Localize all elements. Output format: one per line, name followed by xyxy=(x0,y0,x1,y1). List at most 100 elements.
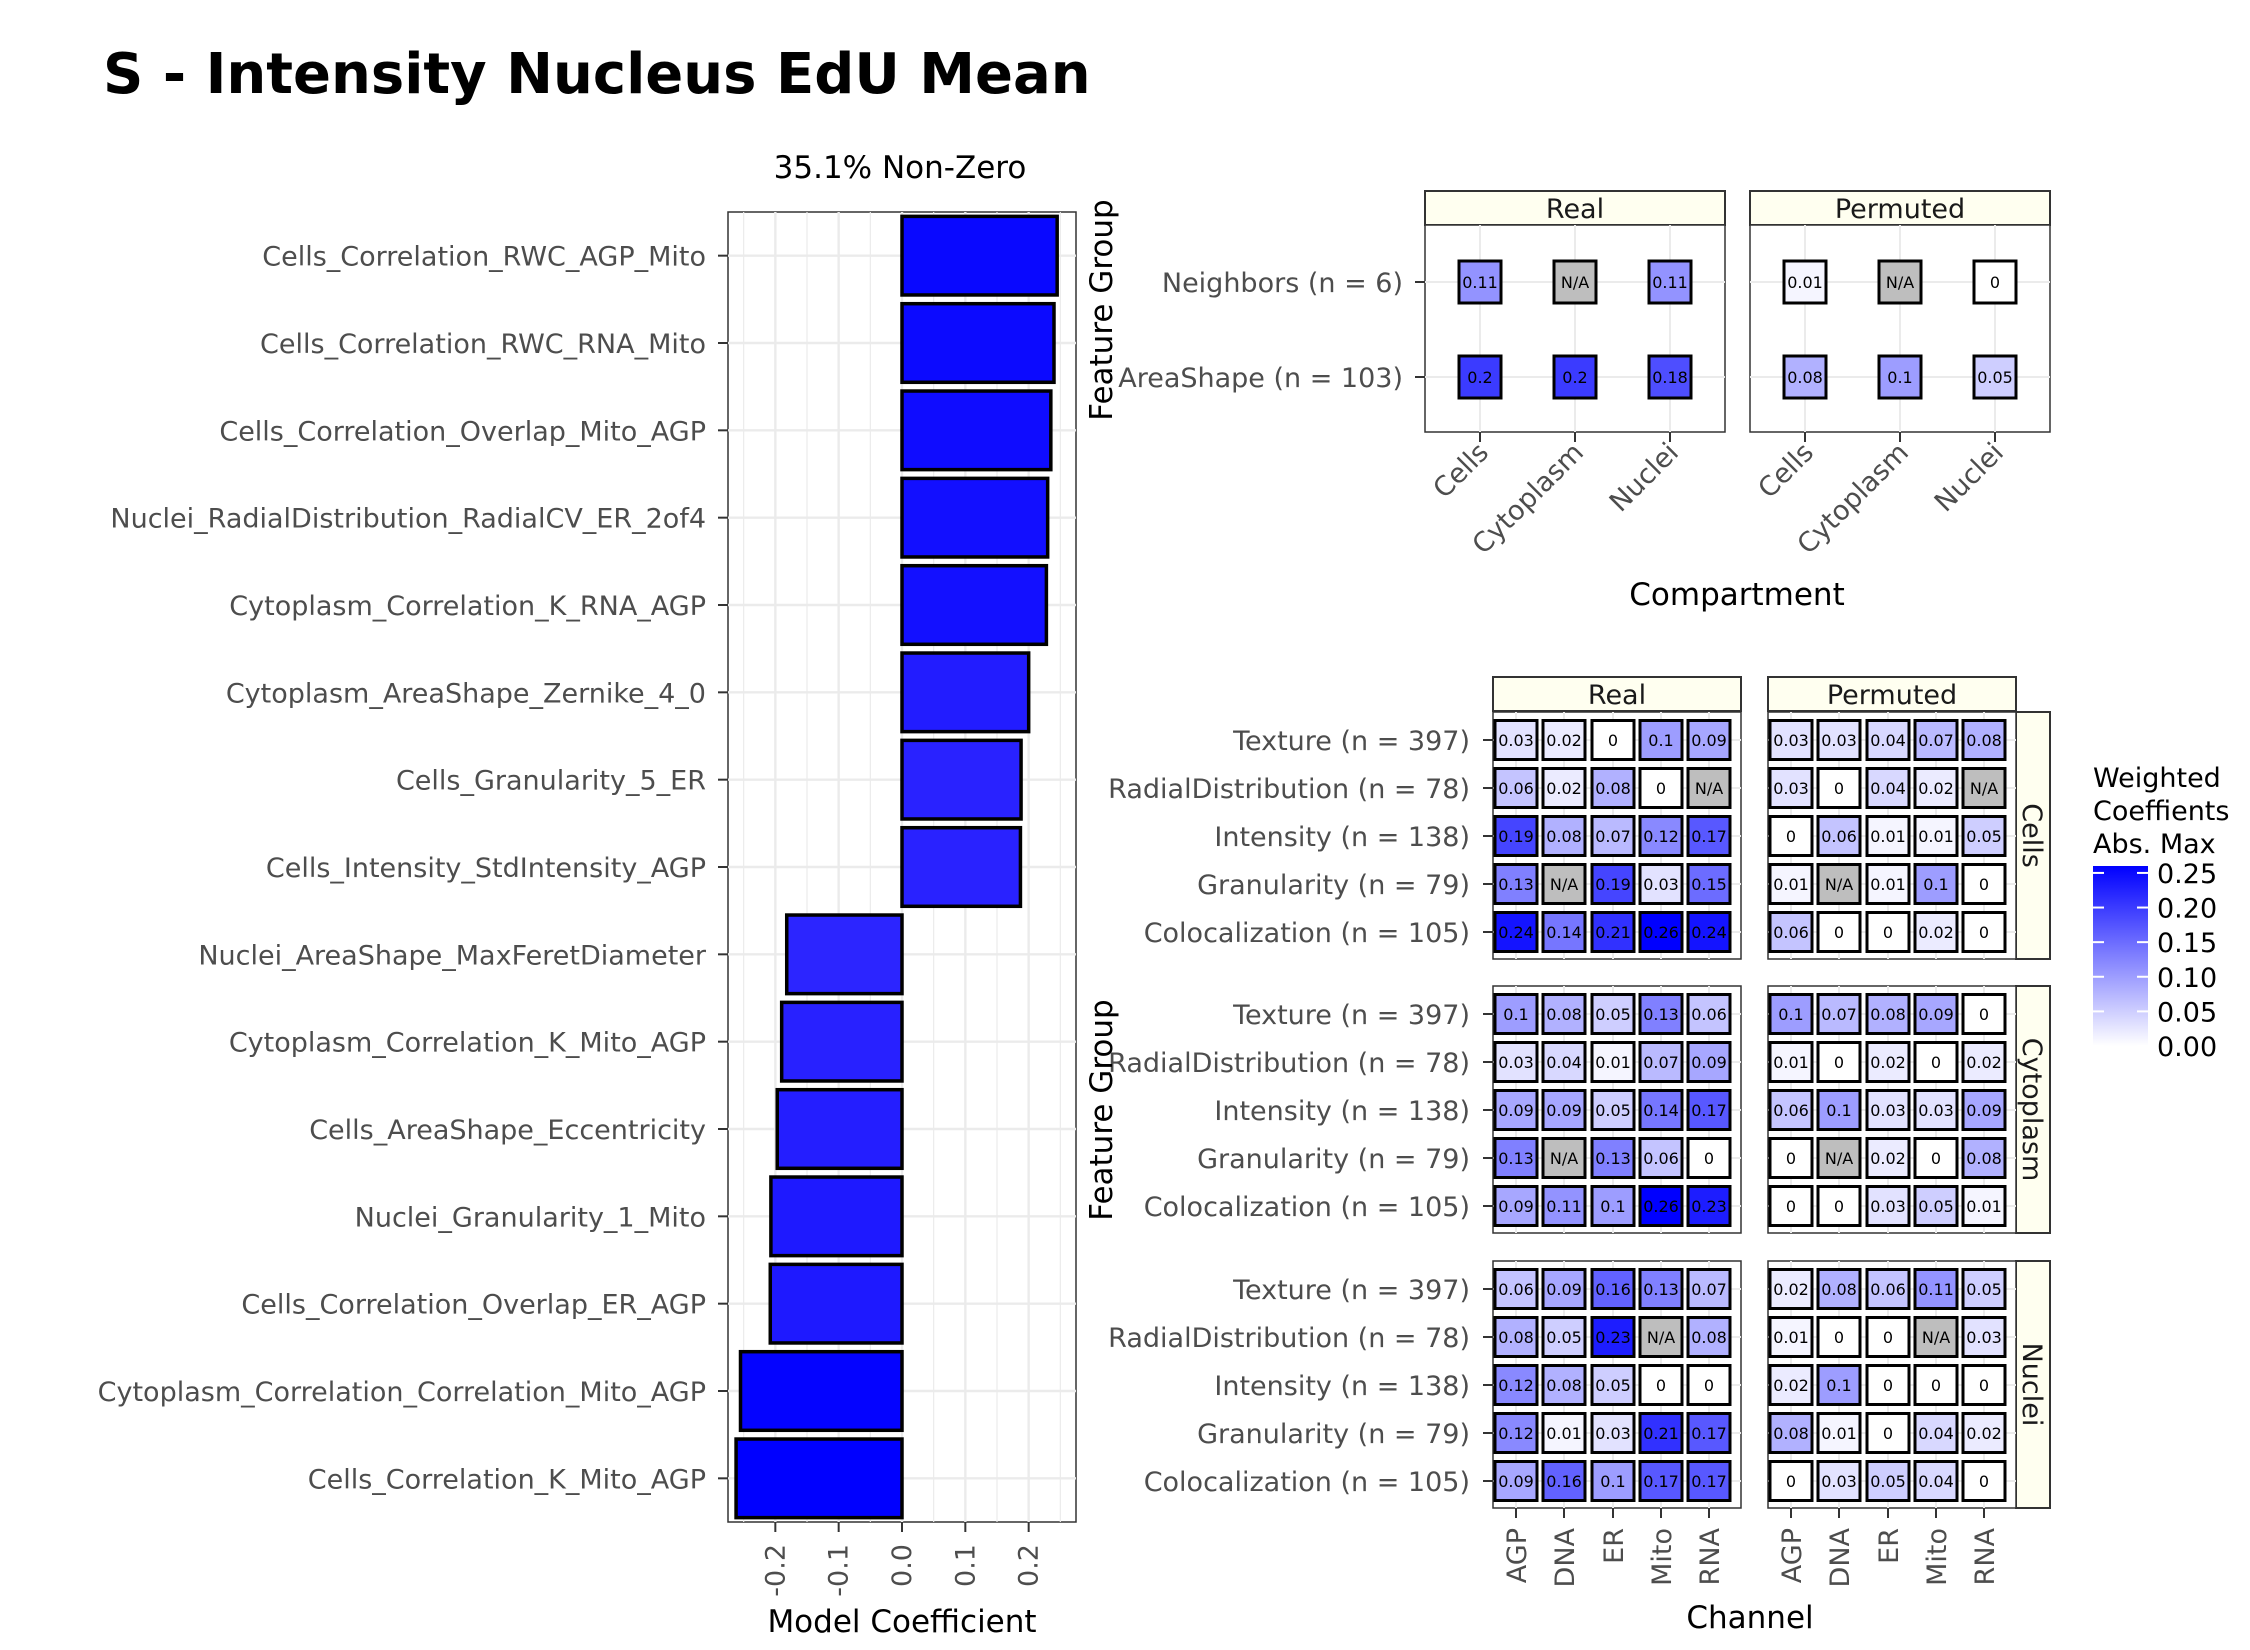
heatmap-cell-label: 0.02 xyxy=(1870,1053,1906,1072)
facet-strip xyxy=(1492,676,1742,712)
heatmap-cell-label: 0.09 xyxy=(1966,1101,2002,1120)
heatmap-cell xyxy=(1541,1364,1587,1406)
heatmap-cell-label: 0.08 xyxy=(1787,368,1823,387)
heatmap-cell-label: 0.03 xyxy=(1966,1328,2002,1347)
y-tick-label: RadialDistribution (n = 78) xyxy=(1108,1323,1470,1354)
heatmap-cell xyxy=(1638,767,1684,809)
heatmap-cell xyxy=(1768,1041,1814,1083)
heatmap-cell xyxy=(1493,719,1539,761)
heatmap-cell xyxy=(1913,1316,1959,1358)
heatmap-cell-label: N/A xyxy=(1922,1328,1950,1347)
heatmap-cell-label: 0.06 xyxy=(1643,1149,1679,1168)
heatmap-cell xyxy=(1493,1364,1539,1406)
heatmap-cell-label: 0.01 xyxy=(1870,875,1906,894)
heatmap-cell xyxy=(1816,1412,1862,1454)
heatmap-cell-label: N/A xyxy=(1886,273,1914,292)
heatmap-cell-label: 0.08 xyxy=(1546,827,1582,846)
facet-strip-label: Real xyxy=(1588,680,1646,711)
heatmap-cell-label: 0 xyxy=(1931,1376,1941,1395)
heatmap-cell xyxy=(1768,1316,1814,1358)
bar xyxy=(769,1175,904,1258)
heatmap-cell xyxy=(1590,1041,1636,1083)
heatmap-cell-label: 0.09 xyxy=(1918,1005,1954,1024)
y-tick-label: Colocalization (n = 105) xyxy=(1144,1192,1470,1223)
heatmap-cell xyxy=(1590,1089,1636,1131)
channel-y-axis-title: Feature Group xyxy=(1084,999,1120,1220)
heatmap-cell-label: 0.08 xyxy=(1821,1280,1857,1299)
heatmap-cell-label: 0.15 xyxy=(1691,875,1727,894)
heatmap-cell-label: 0.14 xyxy=(1643,1101,1679,1120)
heatmap-cell xyxy=(1816,993,1862,1035)
heatmap-cell-label: 0.12 xyxy=(1643,827,1679,846)
heatmap-cell-label: 0.01 xyxy=(1773,875,1809,894)
heatmap-cell xyxy=(1493,1412,1539,1454)
heatmap-cell-label: 0.01 xyxy=(1918,827,1954,846)
heatmap-cell xyxy=(1590,1137,1636,1179)
x-tick-label: Nuclei xyxy=(1604,437,1685,518)
heatmap-cell-label: 0.08 xyxy=(1691,1328,1727,1347)
x-tick-label: Cells xyxy=(1427,437,1495,505)
heatmap-cell xyxy=(1768,1412,1814,1454)
heatmap-cell-label: 0.19 xyxy=(1498,827,1534,846)
heatmap-cell xyxy=(1913,911,1959,953)
heatmap-cell-label: 0.03 xyxy=(1773,779,1809,798)
x-tick-label: -0.2 xyxy=(760,1544,791,1597)
heatmap-cell xyxy=(1686,863,1732,905)
heatmap-cell-label: 0.24 xyxy=(1498,923,1534,942)
compartment-x-axis-title: Compartment xyxy=(1629,577,1844,613)
heatmap-cell xyxy=(1816,1364,1862,1406)
heatmap-cell-label: 0.13 xyxy=(1498,1149,1534,1168)
channel-heatmap: Real Permuted Cells 0.03 0.02 0 0.1 0.09 0.06 0.0… xyxy=(1084,676,2051,1636)
heatmap-cell-label: 0 xyxy=(1979,1472,1989,1491)
heatmap-cell xyxy=(1493,911,1539,953)
heatmap-cell xyxy=(1686,1089,1732,1131)
heatmap-cell xyxy=(1865,1089,1911,1131)
heatmap-cell xyxy=(1638,1412,1684,1454)
heatmap-cell-label: 0.03 xyxy=(1870,1101,1906,1120)
heatmap-cell xyxy=(1816,1460,1862,1502)
heatmap-cell xyxy=(1972,354,2018,400)
x-tick-label: ER xyxy=(1874,1528,1905,1564)
heatmap-cell-label: 0.07 xyxy=(1821,1005,1857,1024)
heatmap-cell xyxy=(1865,1041,1911,1083)
heatmap-cell xyxy=(1541,863,1587,905)
bar-category-label: Nuclei_AreaShape_MaxFeretDiameter xyxy=(198,940,707,971)
heatmap-cell-label: 0.08 xyxy=(1498,1328,1534,1347)
bar xyxy=(784,913,904,996)
channel-x-axis-title: Channel xyxy=(1686,1600,1813,1636)
heatmap-cell-label: 0.1 xyxy=(1778,1005,1803,1024)
heatmap-cell-label: 0 xyxy=(1990,273,2000,292)
heatmap-cell-label: N/A xyxy=(1695,779,1723,798)
heatmap-cell xyxy=(1590,815,1636,857)
heatmap-cell-label: 0.01 xyxy=(1787,273,1823,292)
heatmap-cell xyxy=(1493,767,1539,809)
heatmap-cell-label: 0.1 xyxy=(1600,1197,1625,1216)
heatmap-cell-label: 0.02 xyxy=(1966,1053,2002,1072)
bar xyxy=(775,1087,904,1171)
bar-category-label: Cells_Correlation_Overlap_ER_AGP xyxy=(241,1290,706,1321)
x-tick-label: RNA xyxy=(1695,1527,1726,1585)
bar xyxy=(900,301,1056,385)
heatmap-cell-label: 0.05 xyxy=(1977,368,2013,387)
bar xyxy=(900,563,1049,647)
bar-category-label: Cells_Correlation_RWC_RNA_Mito xyxy=(260,329,706,360)
heatmap-cell-label: 0.12 xyxy=(1498,1424,1534,1443)
heatmap-cell-label: 0 xyxy=(1786,1197,1796,1216)
heatmap-cell xyxy=(1816,1316,1862,1358)
heatmap-cell-label: 0 xyxy=(1656,779,1666,798)
heatmap-cell-label: 0.16 xyxy=(1546,1472,1582,1491)
heatmap-cell xyxy=(1590,1364,1636,1406)
heatmap-cell xyxy=(1961,1412,2007,1454)
heatmap-cell-label: 0.04 xyxy=(1546,1053,1582,1072)
heatmap-cell-label: 0.17 xyxy=(1691,827,1727,846)
heatmap-cell-label: 0.2 xyxy=(1562,368,1587,387)
heatmap-cell xyxy=(1493,863,1539,905)
heatmap-cell xyxy=(1913,993,1959,1035)
y-tick-label: RadialDistribution (n = 78) xyxy=(1108,1048,1470,1079)
heatmap-cell xyxy=(1768,1185,1814,1227)
compartment-y-axis-title: Feature Group xyxy=(1084,199,1120,420)
heatmap-cell xyxy=(1686,1185,1732,1227)
heatmap-cell-label: 0.05 xyxy=(1918,1197,1954,1216)
heatmap-cell xyxy=(1638,1364,1684,1406)
heatmap-cell-label: 0.17 xyxy=(1643,1472,1679,1491)
